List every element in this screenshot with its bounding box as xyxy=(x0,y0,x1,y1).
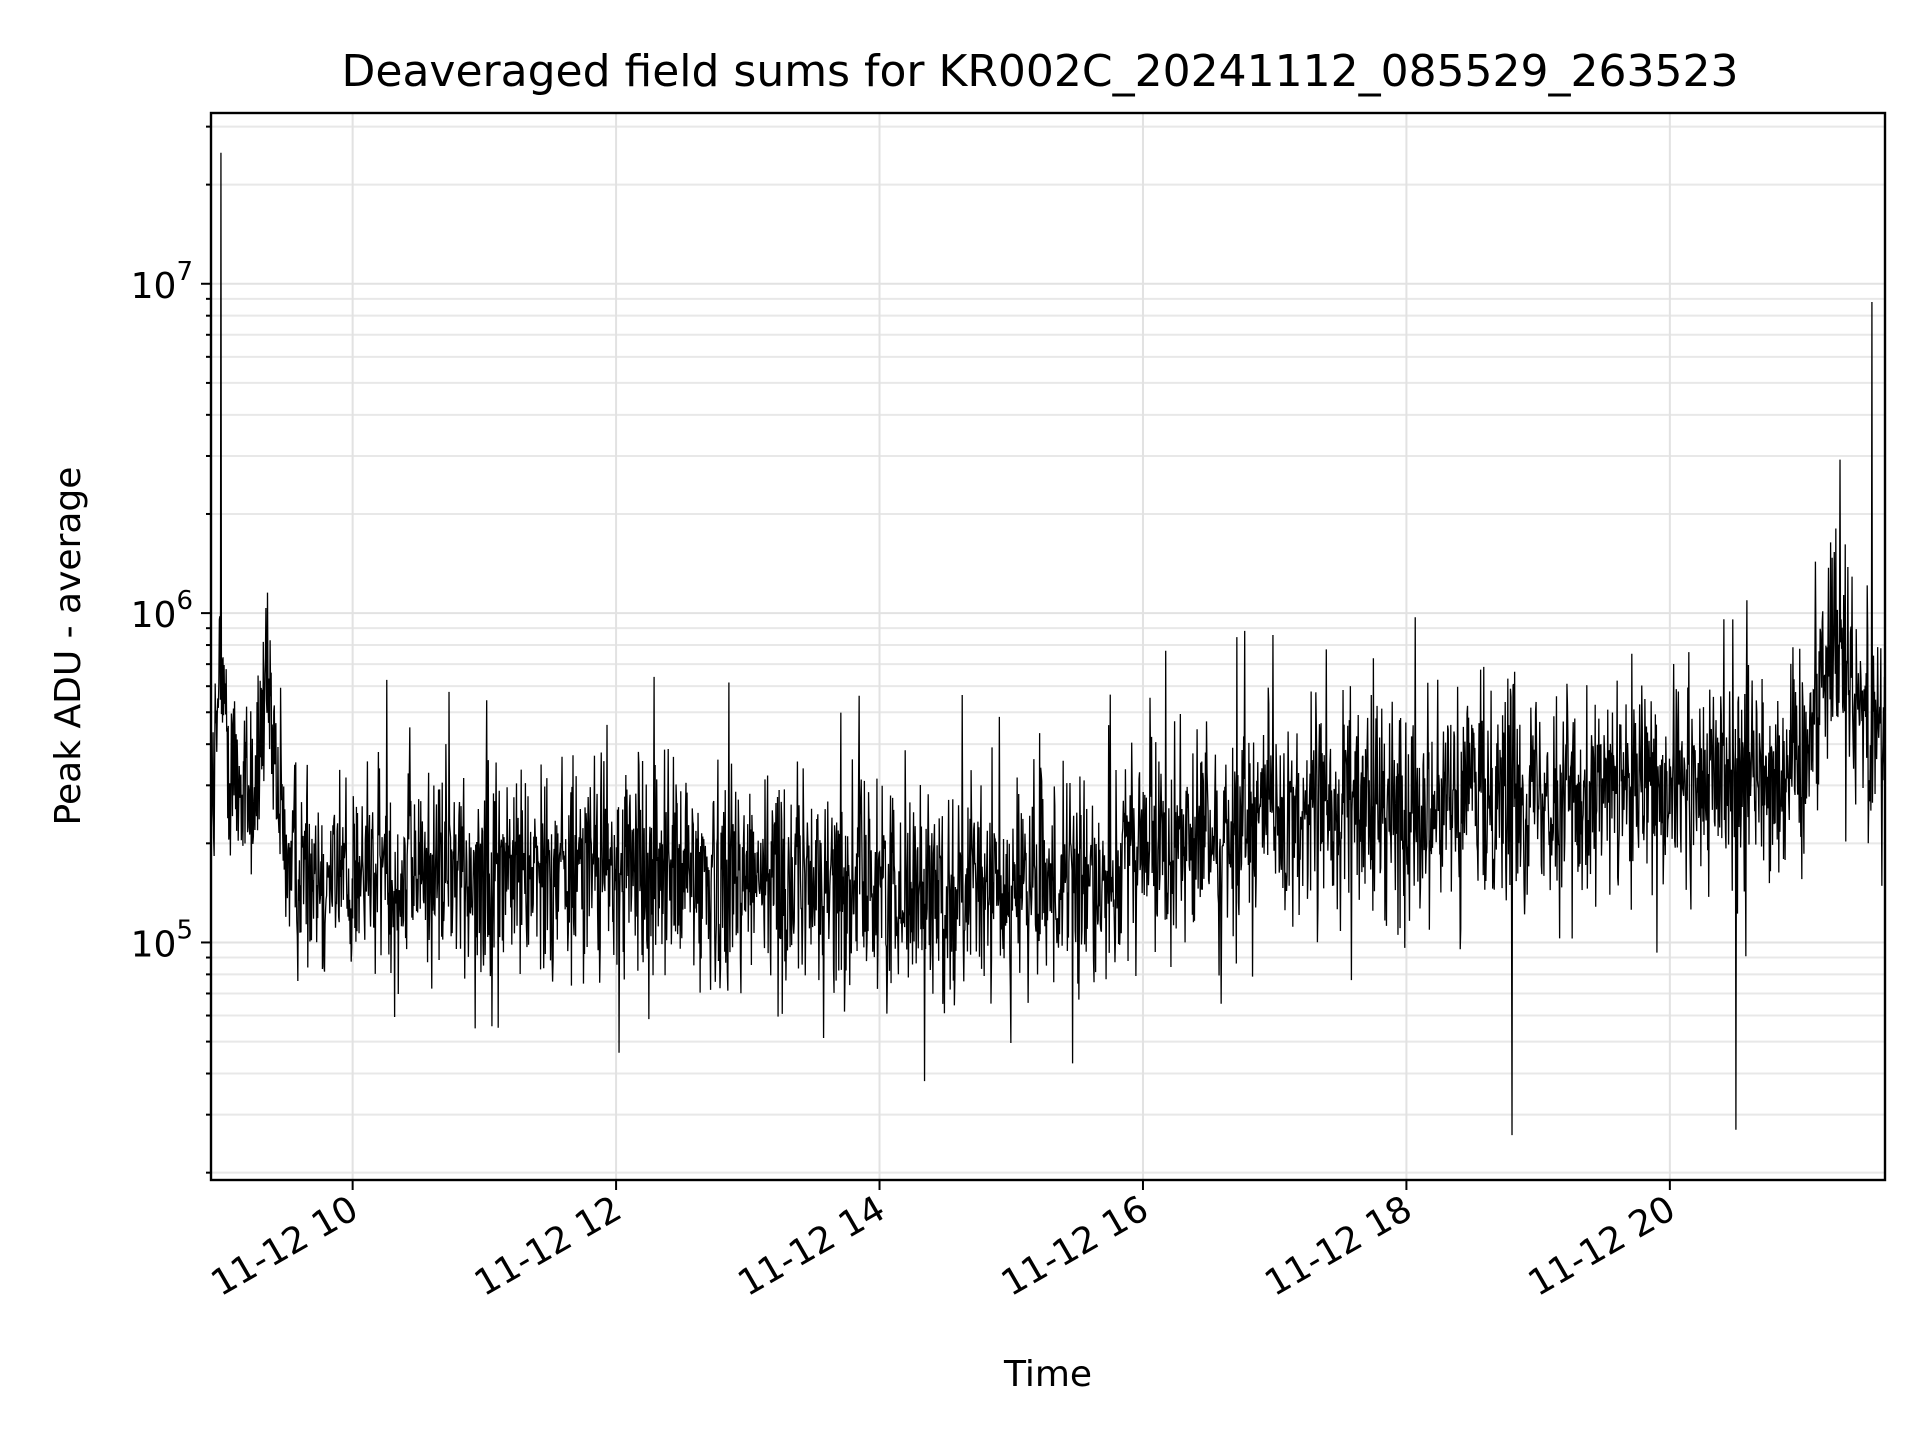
series-line xyxy=(210,152,1886,1136)
y-tick-label: 107 xyxy=(131,257,193,307)
chart-title: Deaveraged field sums for KR002C_2024111… xyxy=(342,46,1739,97)
x-tick-label: 11-12 12 xyxy=(468,1188,629,1304)
x-axis-label: Time xyxy=(1003,1354,1092,1395)
y-tick-label: 106 xyxy=(131,586,193,636)
plot-frame xyxy=(209,111,1887,1182)
y-tick-label: 105 xyxy=(131,915,193,965)
x-tick-label: 11-12 10 xyxy=(204,1188,365,1304)
x-tick-label: 11-12 14 xyxy=(731,1188,892,1304)
x-tick-label: 11-12 18 xyxy=(1258,1188,1419,1304)
axes-ticks: 105 106 107 11-12 10 11-12 12 11-12 14 11-12 1… xyxy=(131,125,1683,1305)
y-axis-label: Peak ADU - average xyxy=(48,467,89,826)
grid xyxy=(211,113,1885,1180)
x-tick-label: 11-12 16 xyxy=(995,1188,1156,1304)
x-tick-label: 11-12 20 xyxy=(1522,1188,1683,1304)
